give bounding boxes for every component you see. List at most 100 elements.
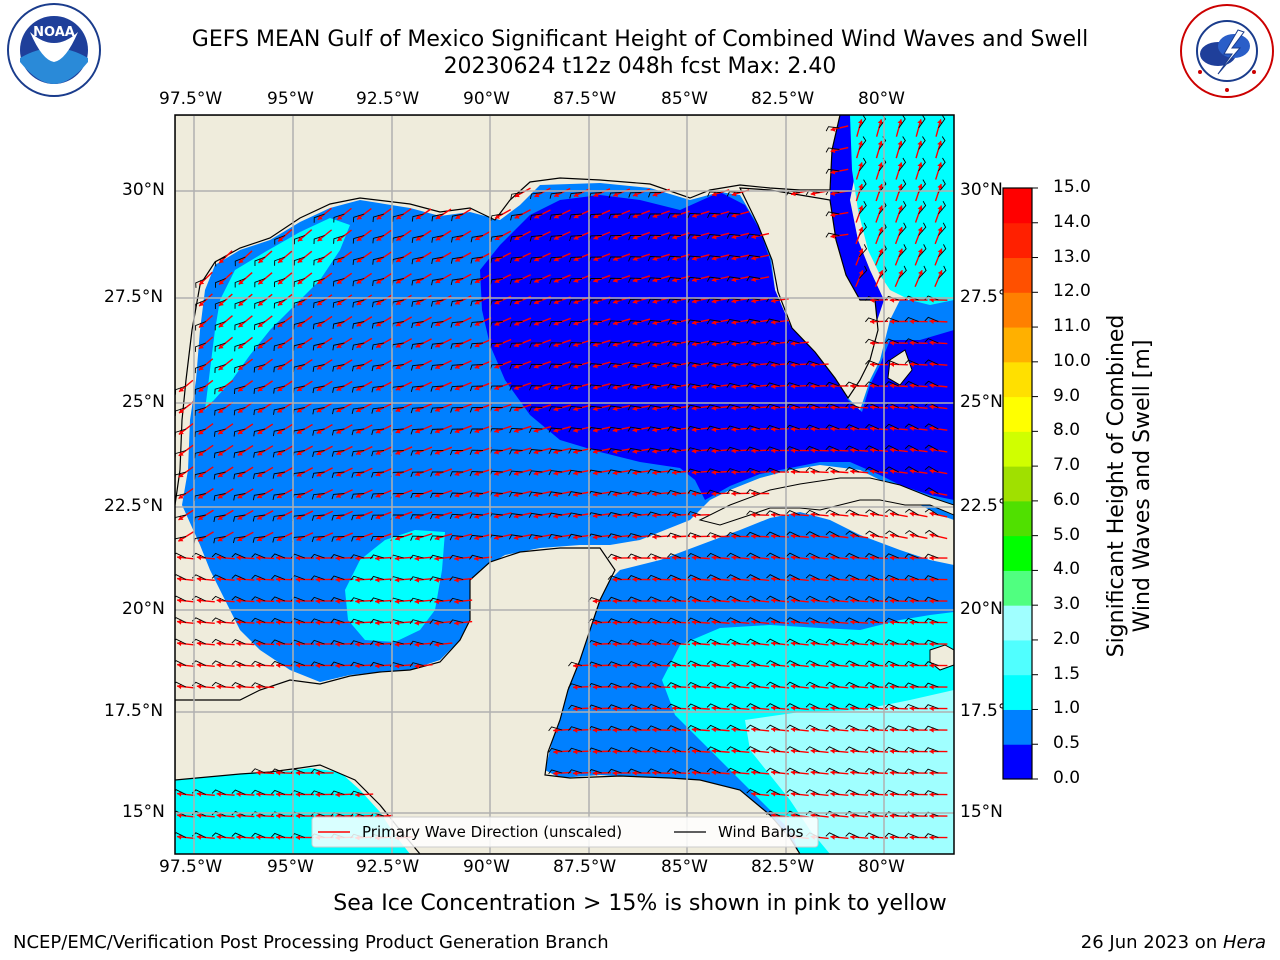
wave-direction-arrowhead	[771, 469, 776, 475]
wave-direction-arrowhead	[652, 469, 657, 476]
wave-direction-arrowhead	[897, 162, 903, 168]
wave-direction-arrowhead	[553, 727, 558, 733]
wave-direction-arrowhead	[356, 321, 362, 327]
wind-barb	[706, 276, 721, 282]
wind-barb	[667, 596, 682, 602]
wind-barb	[865, 296, 880, 301]
wave-direction-arrowhead	[295, 555, 301, 561]
wave-direction-arrowhead	[929, 318, 934, 324]
wind-barb	[667, 532, 682, 538]
wave-direction-arrowhead	[178, 429, 184, 435]
wave-direction-arrowhead	[236, 834, 241, 840]
wave-direction-arrowhead	[790, 404, 796, 411]
wave-direction-arrowhead	[335, 619, 340, 626]
wind-barb	[686, 489, 701, 495]
wave-direction-arrowhead	[889, 684, 895, 690]
wind-barb	[509, 364, 523, 370]
wind-barb	[687, 362, 701, 368]
wave-direction-arrowhead	[652, 770, 657, 776]
wind-barb	[845, 552, 860, 559]
wind-barb	[667, 682, 682, 688]
wave-direction-arrowhead	[929, 425, 935, 432]
wave-direction-arrowhead	[256, 770, 261, 776]
lon-label-bottom-2: 92.5°W	[356, 857, 420, 877]
wind-barb	[884, 295, 899, 301]
wind-barb	[211, 574, 226, 580]
colorbar-title-line2: Wind Waves and Swell [m]	[1130, 339, 1155, 633]
wave-direction-arrowhead	[375, 577, 380, 583]
wind-barb	[548, 769, 563, 775]
wave-direction-arrowhead	[216, 662, 222, 668]
wave-direction-arrowhead	[414, 577, 420, 583]
wave-direction-arrowhead	[652, 448, 657, 454]
wave-direction-arrowhead	[632, 641, 637, 647]
wind-barb	[858, 244, 868, 258]
wave-direction-arrowhead	[870, 340, 875, 346]
wave-direction-arrowhead	[216, 597, 222, 604]
wind-barb	[510, 192, 523, 200]
wave-direction-arrowhead	[909, 511, 915, 517]
wind-barb	[924, 508, 939, 516]
wave-direction-arrowhead	[375, 514, 381, 520]
wind-barb	[746, 638, 761, 645]
wave-direction-arrowhead	[711, 748, 717, 754]
wave-direction-arrowhead	[830, 576, 835, 582]
wind-barb	[528, 406, 543, 412]
wave-direction-arrowhead	[198, 536, 204, 542]
wave-direction-arrowhead	[434, 449, 440, 455]
wind-barb	[251, 617, 266, 623]
wind-barb	[904, 789, 919, 795]
wave-direction-arrowhead	[850, 812, 855, 819]
wind-barb	[510, 235, 523, 242]
wave-direction-arrowhead	[196, 812, 202, 819]
wind-barb	[918, 157, 926, 172]
wind-barb	[785, 724, 800, 731]
wind-barb	[706, 703, 721, 709]
wave-direction-arrowhead	[909, 340, 914, 346]
wave-direction-arrowhead	[336, 364, 342, 370]
wind-barb	[904, 811, 919, 817]
wind-barb	[607, 618, 622, 623]
wave-direction-arrowhead	[395, 428, 401, 434]
wind-barb	[252, 514, 266, 522]
wave-direction-arrowhead	[593, 320, 599, 326]
wave-direction-arrowhead	[909, 318, 914, 325]
wind-barb	[647, 490, 662, 496]
wind-barb	[430, 450, 444, 456]
wave-direction-arrowhead	[553, 320, 559, 326]
wind-barb	[805, 424, 820, 430]
wind-barb	[251, 553, 266, 559]
wind-barb	[332, 385, 345, 393]
wind-barb	[370, 554, 385, 560]
wave-direction-arrowhead	[810, 576, 816, 582]
wave-direction-arrowhead	[395, 407, 401, 412]
wind-barb	[231, 811, 246, 817]
wave-direction-arrowhead	[731, 705, 736, 711]
wind-barb	[667, 660, 682, 666]
wind-barb	[924, 639, 939, 645]
wind-barb	[884, 423, 899, 430]
wind-barb	[310, 596, 325, 602]
wind-barb	[627, 661, 642, 666]
wind-barb	[607, 704, 622, 709]
wave-direction-arrowhead	[435, 364, 441, 369]
wave-direction-arrowhead	[771, 726, 776, 733]
wave-direction-arrowhead	[376, 343, 382, 348]
wave-direction-arrowhead	[909, 532, 915, 539]
wave-direction-arrowhead	[672, 212, 678, 219]
wave-direction-arrowhead	[612, 727, 617, 733]
wave-direction-arrowhead	[937, 162, 943, 168]
wind-barb	[746, 552, 761, 559]
wave-direction-arrowhead	[396, 235, 402, 241]
wave-direction-arrowhead	[355, 492, 361, 498]
wind-barb	[686, 638, 701, 645]
wave-direction-arrowhead	[454, 620, 459, 626]
wind-barb	[825, 832, 840, 838]
wave-direction-arrowhead	[356, 428, 362, 434]
wind-barb	[706, 340, 721, 346]
wave-direction-arrowhead	[415, 385, 421, 391]
wave-direction-arrowhead	[877, 162, 883, 168]
legend-wave-label: Primary Wave Direction (unscaled)	[362, 823, 622, 841]
wave-direction-arrowhead	[731, 554, 736, 561]
wave-direction-arrowhead	[632, 277, 638, 283]
